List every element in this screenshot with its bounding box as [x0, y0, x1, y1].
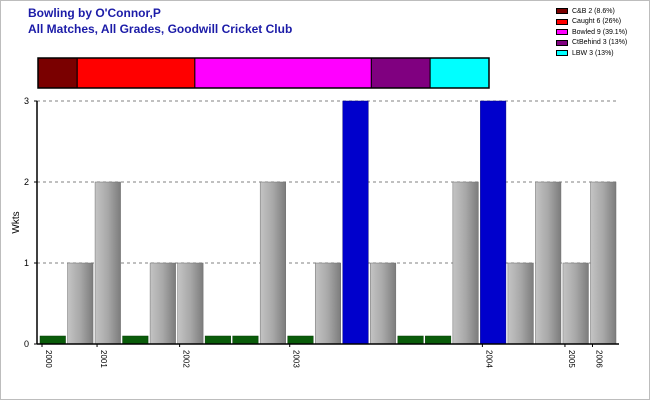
- wickets-bar: [259, 181, 286, 345]
- chart-subtitle: All Matches, All Grades, Goodwill Cricke…: [28, 22, 293, 36]
- zero-bar: [204, 335, 231, 345]
- highlight-bar: [342, 100, 369, 345]
- wickets-bar: [507, 262, 534, 345]
- breakdown-segment: [370, 57, 431, 89]
- legend-item: Bowled 9 (39.1%): [556, 27, 627, 38]
- x-tick-label: 2004: [484, 350, 493, 368]
- breakdown-segment: [37, 57, 78, 89]
- breakdown-frame: [37, 57, 490, 89]
- zero-bar: [39, 335, 66, 345]
- legend-label: Bowled 9 (39.1%): [572, 28, 628, 36]
- y-tick-label: 3: [24, 96, 29, 106]
- y-tick-label: 0: [24, 339, 29, 349]
- legend-swatch: [556, 18, 568, 25]
- zero-bar: [397, 335, 424, 345]
- legend-item: Caught 6 (26%): [556, 17, 627, 28]
- wickets-bar: [562, 262, 589, 345]
- legend-label: Caught 6 (26%): [572, 18, 622, 26]
- legend-label: LBW 3 (13%): [572, 49, 614, 57]
- legend-swatch: [556, 50, 568, 57]
- legend-item: LBW 3 (13%): [556, 48, 627, 59]
- legend-swatch: [556, 39, 568, 46]
- wickets-bar: [149, 262, 176, 345]
- wickets-bar: [590, 181, 617, 345]
- legend-item: CtBehind 3 (13%): [556, 38, 627, 49]
- y-tick-label: 1: [24, 258, 29, 268]
- y-axis-label: Wkts: [11, 211, 22, 233]
- highlight-bar: [480, 100, 507, 345]
- wickets-bar: [452, 181, 479, 345]
- wickets-bar: [535, 181, 562, 345]
- legend-label: C&B 2 (8.6%): [572, 7, 615, 15]
- x-tick-label: 2003: [292, 350, 301, 368]
- x-tick-label: 2006: [594, 350, 603, 368]
- x-tick-label: 2000: [44, 350, 53, 368]
- legend: C&B 2 (8.6%) Caught 6 (26%) Bowled 9 (39…: [556, 6, 627, 59]
- wickets-bar: [67, 262, 94, 345]
- zero-bar: [425, 335, 452, 345]
- zero-bar: [122, 335, 149, 345]
- wickets-bar: [177, 262, 204, 345]
- wickets-bar: [314, 262, 342, 345]
- legend-swatch: [556, 29, 568, 36]
- y-tick-label: 2: [24, 177, 29, 187]
- x-tick-label: 2005: [567, 350, 576, 368]
- wickets-bar: [370, 262, 397, 345]
- x-tick-label: 2001: [99, 350, 108, 368]
- breakdown-segment: [194, 57, 372, 89]
- breakdown-segment: [429, 57, 490, 89]
- legend-item: C&B 2 (8.6%): [556, 6, 627, 17]
- legend-label: CtBehind 3 (13%): [572, 39, 628, 47]
- chart-title: Bowling by O'Connor,P: [28, 6, 161, 20]
- legend-swatch: [556, 8, 568, 15]
- breakdown-segment: [76, 57, 196, 89]
- wickets-bar: [94, 181, 121, 345]
- zero-bar: [232, 335, 259, 345]
- x-tick-label: 2002: [182, 350, 191, 368]
- zero-bar: [287, 335, 314, 345]
